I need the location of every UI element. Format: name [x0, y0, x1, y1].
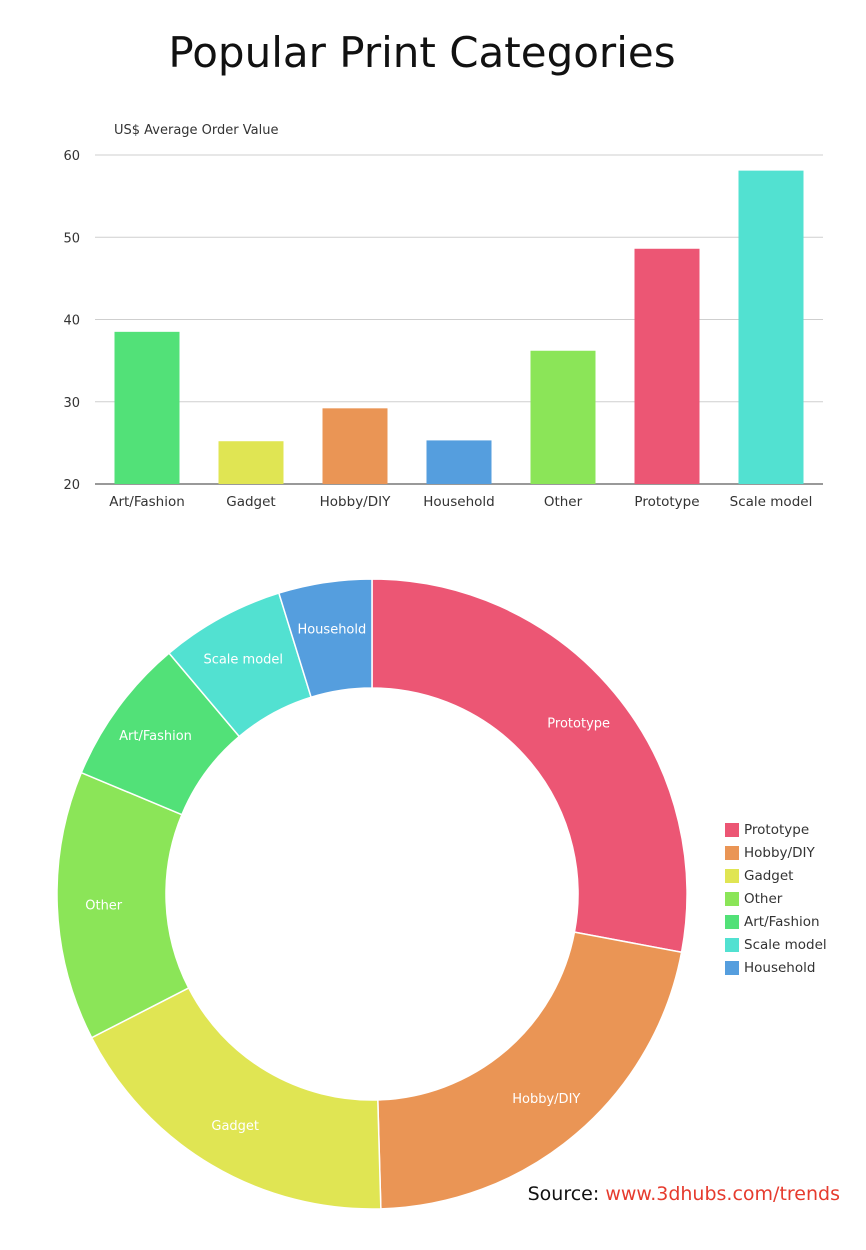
donut-legend: Prototype Hobby/DIY Gadget Other Art/Fashion…: [725, 818, 827, 979]
x-tick-label: Scale model: [730, 494, 813, 510]
donut-chart: Prototype Hobby/DIY Gadget Other Art/Fashion…: [56, 578, 688, 1210]
bar: [426, 440, 492, 484]
legend-swatch: [725, 822, 739, 837]
slice-label: Scale model: [203, 652, 283, 667]
x-tick-label: Other: [544, 494, 583, 510]
chart-title: Popular Print Categories: [168, 28, 676, 77]
legend-label: Household: [744, 959, 816, 976]
legend-label: Prototype: [744, 821, 810, 838]
legend-item: Art/Fashion: [725, 910, 827, 933]
legend-item: Household: [725, 956, 827, 979]
legend-label: Gadget: [744, 867, 794, 884]
slice-label: Hobby/DIY: [512, 1092, 580, 1107]
legend-label: Art/Fashion: [744, 913, 820, 930]
legend-swatch: [725, 845, 739, 860]
y-tick-label: 30: [63, 396, 80, 411]
donut-slice: [90, 986, 382, 1210]
y-tick-label: 40: [63, 314, 80, 329]
legend-item: Hobby/DIY: [725, 841, 827, 864]
legend-swatch: [725, 914, 739, 929]
bar: [114, 331, 180, 484]
bar-chart: US$ Average Order Value 20 30 40 50 60 Art/Fas…: [63, 123, 823, 510]
legend-item: Gadget: [725, 864, 827, 887]
legend-item: Other: [725, 887, 827, 910]
legend-label: Hobby/DIY: [744, 844, 815, 861]
source-link[interactable]: www.3dhubs.com/trends: [605, 1183, 840, 1205]
bar: [218, 441, 284, 484]
y-tick-label: 60: [63, 149, 80, 164]
donut-slice: [277, 578, 373, 699]
source-credit: Source: www.3dhubs.com/trends: [528, 1183, 840, 1205]
slice-label: Art/Fashion: [119, 729, 192, 744]
x-tick-label: Gadget: [226, 494, 275, 510]
bar: [634, 248, 700, 484]
slice-label: Prototype: [547, 717, 610, 732]
donut-slice: [371, 578, 688, 954]
x-tick-label: Prototype: [634, 494, 699, 510]
bar: [322, 408, 388, 484]
x-tick-label: Household: [423, 494, 494, 510]
y-axis-label: US$ Average Order Value: [114, 123, 278, 138]
slice-label: Other: [85, 898, 123, 913]
legend-label: Scale model: [744, 936, 827, 953]
legend-item: Scale model: [725, 933, 827, 956]
y-tick-label: 20: [63, 478, 80, 493]
legend-label: Other: [744, 890, 783, 907]
y-tick-label: 50: [63, 231, 80, 246]
legend-swatch: [725, 937, 739, 952]
bar: [738, 170, 804, 484]
legend-swatch: [725, 960, 739, 975]
x-tick-label: Art/Fashion: [109, 494, 185, 510]
legend-swatch: [725, 891, 739, 906]
donut-slice: [56, 771, 190, 1039]
bar: [530, 350, 596, 484]
donut-slice: [377, 931, 683, 1210]
slice-label: Gadget: [211, 1119, 259, 1134]
legend-swatch: [725, 868, 739, 883]
slice-label: Household: [297, 623, 366, 638]
source-label: Source:: [527, 1183, 600, 1205]
x-tick-label: Hobby/DIY: [320, 494, 391, 510]
legend-item: Prototype: [725, 818, 827, 841]
